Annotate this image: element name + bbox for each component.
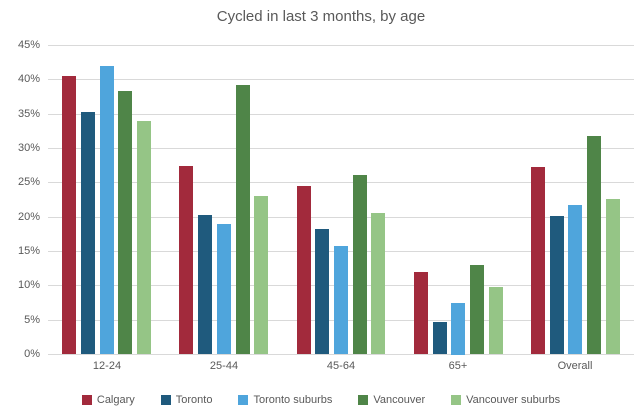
gridline bbox=[48, 114, 634, 115]
y-axis-tick-label: 30% bbox=[17, 142, 40, 154]
bar-vancouver-suburbs-overall bbox=[606, 199, 620, 354]
bar-vancouver-suburbs-25-44 bbox=[254, 196, 268, 354]
legend-label: Calgary bbox=[96, 394, 135, 406]
gridline bbox=[48, 182, 634, 183]
y-axis-tick-label: 10% bbox=[17, 279, 40, 291]
legend-label: Toronto suburbs bbox=[253, 394, 333, 406]
bar-toronto-overall bbox=[550, 216, 564, 354]
bar-toronto-suburbs-45-64 bbox=[334, 246, 348, 354]
bar-toronto-65+ bbox=[433, 322, 447, 354]
gridline bbox=[48, 354, 634, 355]
bar-calgary-25-44 bbox=[179, 166, 193, 354]
legend: Calgary Toronto Toronto suburbs Vancouver Va… bbox=[0, 394, 642, 406]
legend-label: Vancouver bbox=[373, 394, 426, 406]
legend-swatch-icon bbox=[160, 395, 171, 405]
legend-item-calgary: Calgary bbox=[81, 394, 135, 406]
legend-swatch-icon bbox=[358, 395, 369, 405]
x-axis-category-label: Overall bbox=[557, 360, 593, 372]
bar-calgary-45-64 bbox=[297, 186, 311, 354]
bar-vancouver-suburbs-12-24 bbox=[137, 121, 151, 354]
gridline bbox=[48, 217, 634, 218]
y-axis-tick-label: 5% bbox=[24, 314, 40, 326]
x-axis-category-label: 25-44 bbox=[209, 360, 239, 372]
y-axis-tick-label: 20% bbox=[17, 211, 40, 223]
bar-vancouver-suburbs-65+ bbox=[489, 287, 503, 354]
chart-title: Cycled in last 3 months, by age bbox=[216, 8, 426, 25]
bar-toronto-25-44 bbox=[198, 215, 212, 354]
legend-item-vancouver: Vancouver bbox=[358, 394, 425, 406]
legend-swatch-icon bbox=[451, 395, 462, 405]
bar-vancouver-suburbs-45-64 bbox=[371, 213, 385, 354]
bar-toronto-12-24 bbox=[81, 112, 95, 354]
bar-vancouver-12-24 bbox=[118, 91, 132, 354]
bar-toronto-suburbs-65+ bbox=[451, 303, 465, 355]
gridline bbox=[48, 79, 634, 80]
y-axis-tick-label: 40% bbox=[17, 73, 40, 85]
x-axis-category-label: 45-64 bbox=[326, 360, 356, 372]
y-axis-tick-label: 35% bbox=[17, 108, 40, 120]
y-axis-tick-label: 15% bbox=[17, 245, 40, 257]
bar-calgary-overall bbox=[531, 167, 545, 354]
bar-vancouver-25-44 bbox=[236, 85, 250, 354]
legend-swatch-icon bbox=[81, 395, 92, 405]
bar-toronto-45-64 bbox=[315, 229, 329, 354]
y-axis-tick-label: 0% bbox=[24, 348, 40, 360]
y-axis-tick-label: 25% bbox=[17, 176, 40, 188]
gridline bbox=[48, 148, 634, 149]
bar-vancouver-65+ bbox=[470, 265, 484, 354]
bar-toronto-suburbs-25-44 bbox=[217, 224, 231, 354]
legend-label: Toronto bbox=[175, 394, 213, 406]
x-axis-category-label: 12-24 bbox=[92, 360, 122, 372]
legend-item-toronto: Toronto bbox=[160, 394, 213, 406]
bar-toronto-suburbs-12-24 bbox=[100, 66, 114, 354]
bar-vancouver-45-64 bbox=[353, 175, 367, 354]
legend-item-vancouver-suburbs: Vancouver suburbs bbox=[451, 394, 560, 406]
legend-label: Vancouver suburbs bbox=[466, 394, 561, 406]
legend-item-toronto-suburbs: Toronto suburbs bbox=[238, 394, 332, 406]
bar-vancouver-overall bbox=[587, 136, 601, 354]
legend-swatch-icon bbox=[238, 395, 249, 405]
bar-calgary-12-24 bbox=[62, 76, 76, 354]
bar-toronto-suburbs-overall bbox=[568, 205, 582, 354]
gridline bbox=[48, 45, 634, 46]
x-axis-category-label: 65+ bbox=[448, 360, 468, 372]
bar-calgary-65+ bbox=[414, 272, 428, 354]
y-axis-tick-label: 45% bbox=[17, 39, 40, 51]
